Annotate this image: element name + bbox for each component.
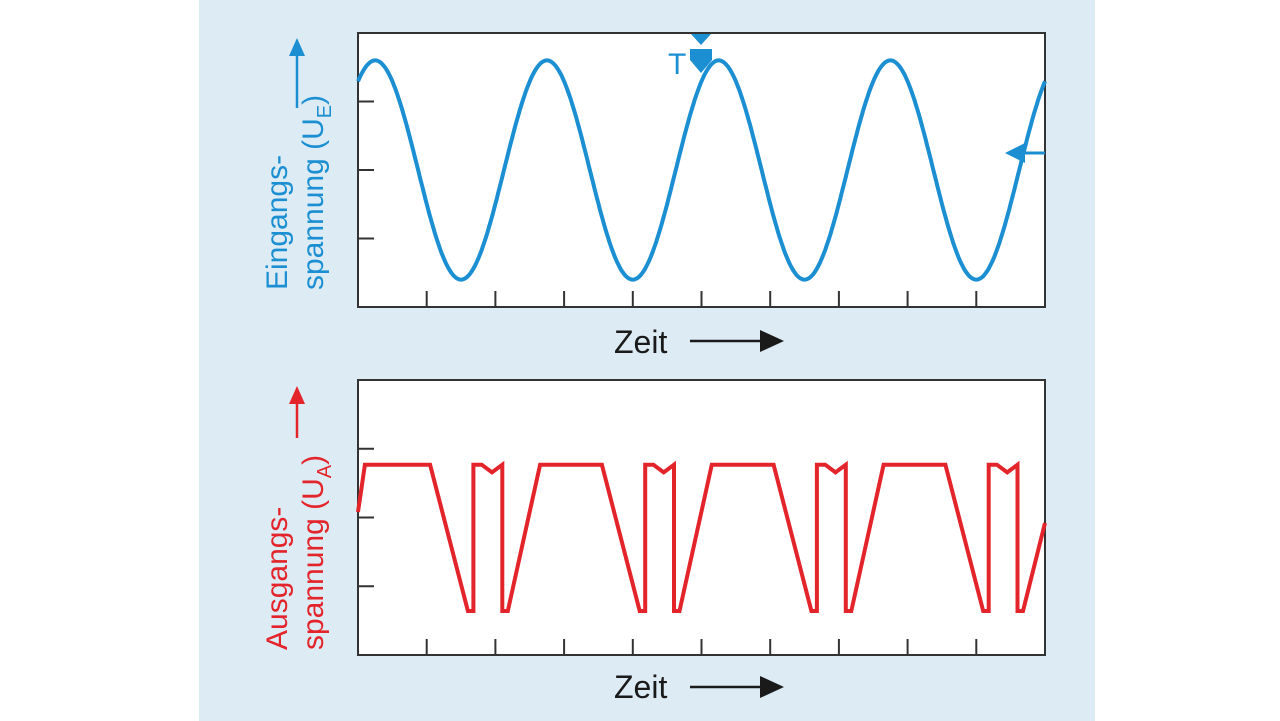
output-yaxis-arrow-icon [289, 386, 305, 438]
output-chart: Ausgangs- spannung (UA) Zeit [261, 379, 1047, 705]
trigger-marker-icon [690, 49, 712, 73]
input-signal-line [356, 58, 1047, 282]
output-ylabel-line1: Ausgangs- [261, 507, 294, 650]
input-chart: Eingangs- spannung (UE) T Zeit [261, 32, 1047, 360]
trigger-marker: T [668, 34, 712, 81]
trigger-level-arrow-icon [1005, 143, 1045, 163]
input-ylabel: Eingangs- spannung (UE) [261, 95, 336, 290]
input-ylabel-line2: spannung (UE) [297, 95, 336, 290]
trigger-marker-label: T [668, 48, 686, 81]
output-xaxis-arrow-icon [690, 676, 784, 698]
output-xlabel: Zeit [614, 669, 667, 705]
output-ticks [358, 447, 978, 655]
output-ylabel-line2: spannung (UA) [297, 455, 336, 650]
input-yaxis-arrow-icon [289, 38, 305, 108]
trigger-down-arrow-icon [691, 34, 711, 45]
output-ylabel: Ausgangs- spannung (UA) [261, 455, 336, 650]
input-xlabel: Zeit [614, 324, 667, 360]
output-signal-line [356, 460, 1047, 613]
input-ticks [358, 100, 978, 307]
input-plot-area [357, 32, 1046, 308]
input-ylabel-line1: Eingangs- [261, 155, 294, 290]
input-xaxis-arrow-icon [690, 330, 784, 352]
